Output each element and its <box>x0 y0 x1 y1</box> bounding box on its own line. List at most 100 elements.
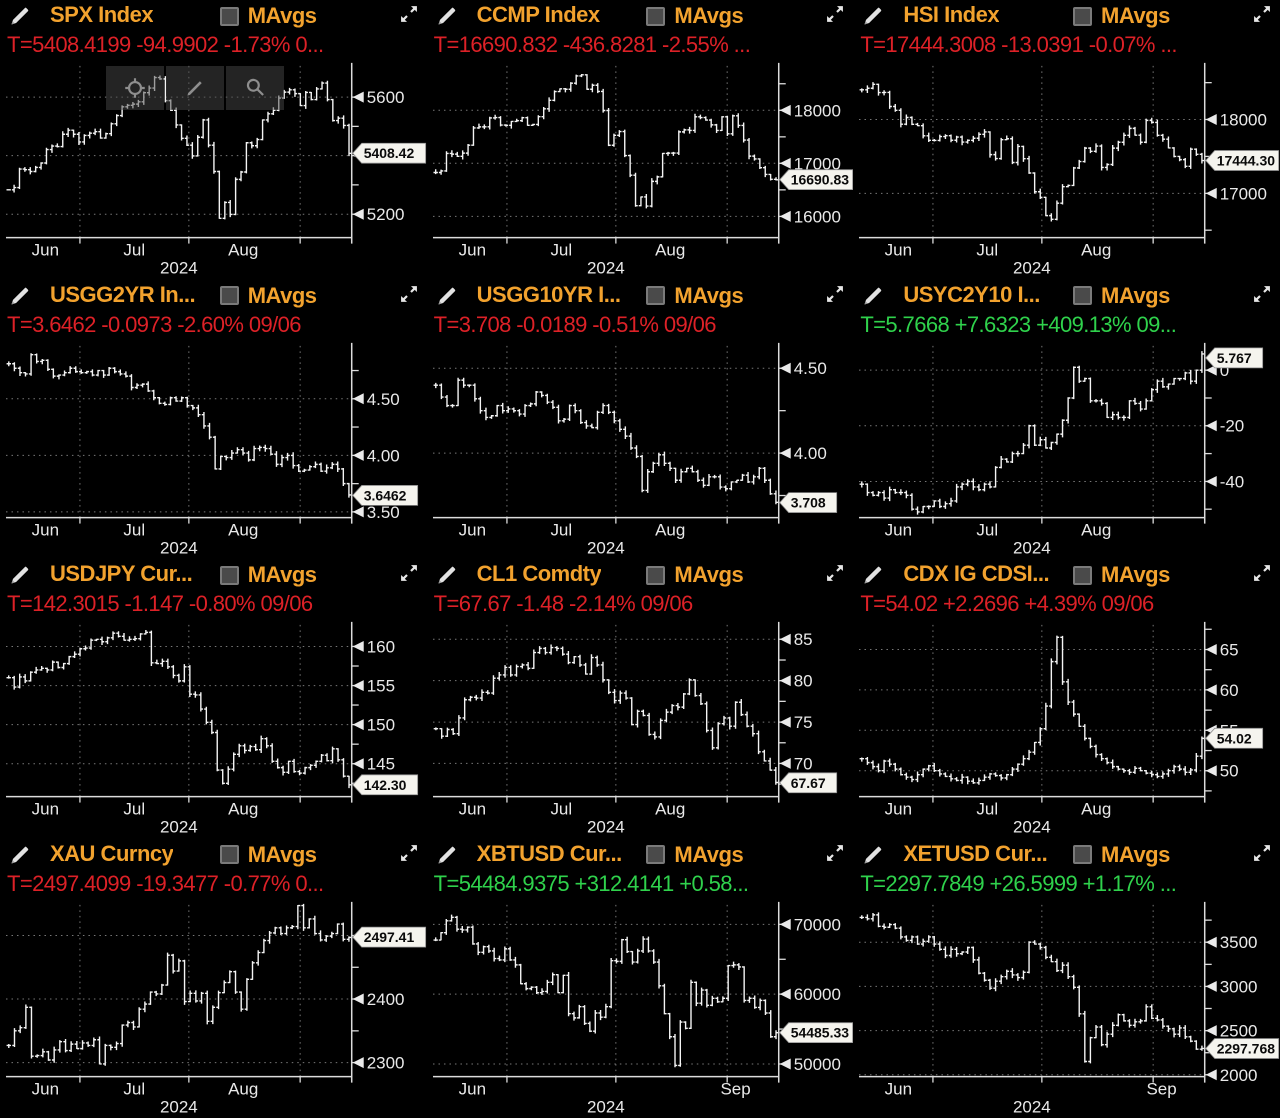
svg-text:85: 85 <box>793 630 812 649</box>
mavgs-checkbox[interactable] <box>219 565 239 585</box>
expand-icon[interactable] <box>1251 562 1273 584</box>
annotate-pencil-icon[interactable] <box>8 843 32 867</box>
expand-icon[interactable] <box>398 3 420 25</box>
last-trade-readout: T=5408.4199 -94.9902 -1.73% 0... <box>7 32 324 57</box>
ohlc-chart[interactable]: 18000 17000 Jun Jul Aug 2024 17444.30 <box>853 0 1280 280</box>
ohlc-chart[interactable]: 250024002300JunJulAug20242497.41 <box>0 839 427 1118</box>
ohlc-chart[interactable]: 560054005200JunJulAug20245408.42 <box>0 0 427 280</box>
ohlc-chart[interactable]: 70000 60000 50000 Jun Sep 2024 54485.33 <box>427 839 854 1118</box>
security-title[interactable]: SPX Index <box>50 2 154 27</box>
security-title[interactable]: HSI Index <box>903 2 1000 27</box>
expand-icon[interactable] <box>824 283 846 305</box>
chart-panel: 560054005200JunJulAug20245408.42 SPX Ind… <box>0 0 427 280</box>
mavgs-checkbox[interactable] <box>219 845 239 864</box>
svg-text:2024: 2024 <box>587 818 625 837</box>
svg-text:Aug: Aug <box>228 800 258 819</box>
svg-text:Jun: Jun <box>458 241 485 260</box>
expand-icon[interactable] <box>398 562 420 584</box>
expand-icon[interactable] <box>824 562 846 584</box>
annotate-pencil-icon[interactable] <box>861 284 885 308</box>
annotate-pencil-icon[interactable] <box>435 843 459 867</box>
ohlc-chart[interactable]: 65605550JunJulAug202454.02 <box>853 559 1280 839</box>
svg-text:4.00: 4.00 <box>793 444 826 463</box>
ohlc-chart[interactable]: 4.50 4.00 3.50 Jun Jul Aug 2024 3.6462 <box>0 280 427 560</box>
svg-text:2500: 2500 <box>1220 1021 1258 1040</box>
ohlc-chart[interactable]: 160 155 150 145 Jun Jul Aug 2024 142.30 <box>0 559 427 839</box>
expand-icon[interactable] <box>824 3 846 25</box>
mavgs-label: MAvgs <box>1101 841 1170 867</box>
security-title[interactable]: XBTUSD Cur... <box>476 840 622 866</box>
annotate-pencil-icon[interactable] <box>435 4 459 28</box>
mavgs-checkbox[interactable] <box>219 6 239 26</box>
annotate-pencil-icon[interactable] <box>861 4 885 28</box>
svg-text:2024: 2024 <box>587 1097 625 1116</box>
ohlc-chart[interactable]: 3500 3000 2500 2000 Jun Sep 2024 2297.768 <box>853 839 1280 1118</box>
draw-line-icon[interactable] <box>166 66 224 110</box>
svg-text:18000: 18000 <box>793 101 840 120</box>
chart-panel: 160 155 150 145 Jun Jul Aug 2024 142.30 USDJPY C… <box>0 559 427 839</box>
chart-panel: 18000 17000 Jun Jul Aug 2024 17444.30 HSI Inde… <box>853 0 1280 280</box>
last-trade-readout: T=3.6462 -0.0973 -2.60% 09/06 <box>7 311 301 337</box>
security-title[interactable]: CDX IG CDSI... <box>903 561 1050 586</box>
svg-text:2024: 2024 <box>587 538 625 557</box>
expand-icon[interactable] <box>1251 3 1273 25</box>
mavgs-checkbox[interactable] <box>646 845 666 864</box>
svg-text:65: 65 <box>1220 641 1239 660</box>
security-title[interactable]: CCMP Index <box>476 2 600 27</box>
svg-text:-40: -40 <box>1220 472 1245 491</box>
chart-panel: 4.50 4.00 3.50 Jun Jul Aug 2024 3.6462 USGG2YR … <box>0 279 427 560</box>
mavgs-checkbox[interactable] <box>646 6 666 26</box>
security-title[interactable]: USGG10YR I... <box>476 281 621 307</box>
ohlc-chart[interactable]: 85 80 75 70 Jun Jul Aug 2024 67.67 <box>427 559 854 839</box>
svg-text:2024: 2024 <box>160 538 198 557</box>
svg-text:Aug: Aug <box>655 241 685 260</box>
ohlc-chart[interactable]: 18000 17000 16000 Jun Jul Aug 2024 16690.83 <box>427 0 854 280</box>
magnifier-icon[interactable] <box>226 66 284 110</box>
last-trade-readout: T=16690.832 -436.8281 -2.55% ... <box>433 32 751 57</box>
svg-text:2024: 2024 <box>1013 259 1051 278</box>
chart-hover-toolbar <box>106 66 284 110</box>
security-title[interactable]: XETUSD Cur... <box>903 840 1048 866</box>
expand-icon[interactable] <box>1251 283 1273 305</box>
security-title[interactable]: CL1 Comdty <box>476 561 602 586</box>
panel-header: HSI Index MAvgs <box>853 0 1280 32</box>
svg-text:Aug: Aug <box>655 800 685 819</box>
svg-text:60: 60 <box>1220 681 1239 700</box>
annotate-pencil-icon[interactable] <box>8 284 32 308</box>
mavgs-checkbox[interactable] <box>1073 286 1093 305</box>
expand-icon[interactable] <box>398 283 420 305</box>
svg-text:18000: 18000 <box>1220 110 1267 129</box>
mavgs-label: MAvgs <box>247 562 317 587</box>
svg-text:Aug: Aug <box>1081 520 1111 539</box>
mavgs-checkbox[interactable] <box>219 286 239 305</box>
annotate-pencil-icon[interactable] <box>435 284 459 308</box>
crosshair-zoom-icon[interactable] <box>106 66 164 110</box>
mavgs-checkbox[interactable] <box>646 286 666 305</box>
annotate-pencil-icon[interactable] <box>8 4 32 28</box>
security-title[interactable]: XAU Curncy <box>50 840 174 866</box>
svg-text:0: 0 <box>1220 361 1229 380</box>
panel-header: CL1 Comdty MAvgs <box>427 559 854 591</box>
annotate-pencil-icon[interactable] <box>861 563 885 587</box>
annotate-pencil-icon[interactable] <box>8 563 32 587</box>
ohlc-chart[interactable]: 0 -20 -40 Jun Jul Aug 2024 5.767 <box>853 280 1280 560</box>
expand-icon[interactable] <box>824 842 846 864</box>
ohlc-chart[interactable]: 4.50 4.00 Jun Jul Aug 2024 3.708 <box>427 280 854 560</box>
expand-icon[interactable] <box>398 842 420 864</box>
mavgs-checkbox[interactable] <box>646 565 666 585</box>
security-title[interactable]: USYC2Y10 I... <box>903 281 1040 307</box>
security-title[interactable]: USDJPY Cur... <box>50 561 193 586</box>
mavgs-checkbox[interactable] <box>1073 565 1093 585</box>
mavgs-toggle: MAvgs <box>1073 842 1170 868</box>
mavgs-checkbox[interactable] <box>1073 6 1093 26</box>
svg-text:Aug: Aug <box>228 241 258 260</box>
svg-text:Jul: Jul <box>977 800 999 819</box>
security-title[interactable]: USGG2YR In... <box>50 281 196 307</box>
annotate-pencil-icon[interactable] <box>435 563 459 587</box>
svg-text:5.767: 5.767 <box>1217 349 1252 365</box>
mavgs-checkbox[interactable] <box>1073 845 1093 864</box>
expand-icon[interactable] <box>1251 842 1273 864</box>
svg-text:60000: 60000 <box>793 985 840 1004</box>
last-trade-readout: T=17444.3008 -13.0391 -0.07% ... <box>860 32 1177 57</box>
annotate-pencil-icon[interactable] <box>861 843 885 867</box>
